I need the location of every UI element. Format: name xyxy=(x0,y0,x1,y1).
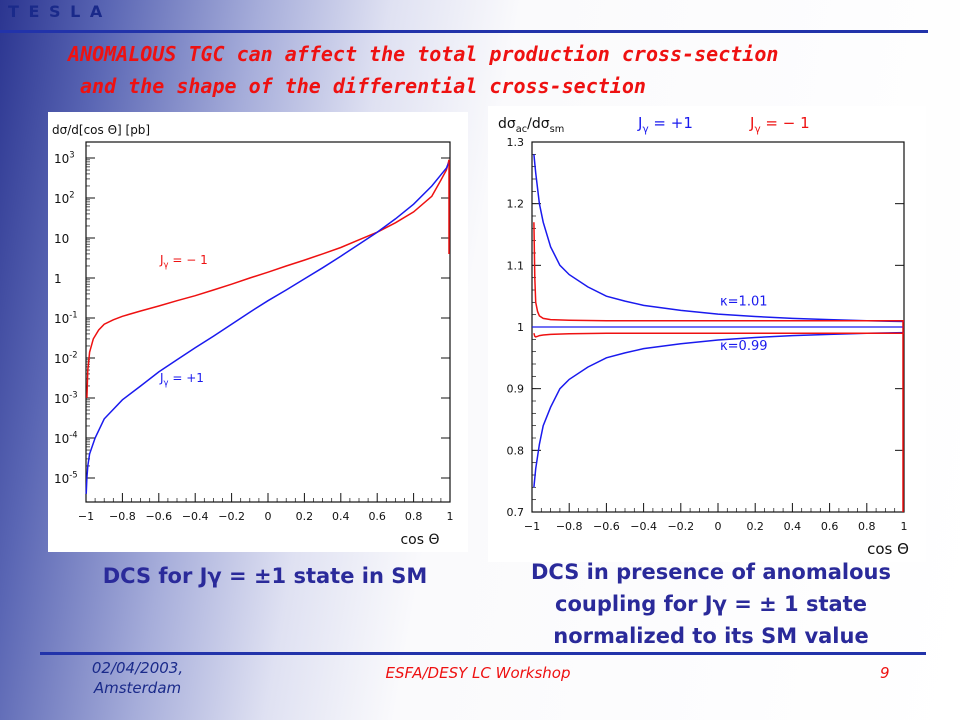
left-x-tick-label: 0.8 xyxy=(405,510,423,523)
right-series-line-0 xyxy=(533,154,905,323)
right-x-tick-label: 0.2 xyxy=(746,520,764,533)
left-annotation-jminus: Jγ = − 1 xyxy=(159,253,208,270)
right-y-tick-label: 1.3 xyxy=(507,136,525,149)
bottom-rule xyxy=(40,652,926,655)
page-number: 9 xyxy=(880,664,890,682)
left-y-tick-label: 10-5 xyxy=(54,470,78,486)
left-x-tick-label: 0.6 xyxy=(368,510,386,523)
right-series-line-2 xyxy=(533,222,904,322)
right-y-tick-label: 0.9 xyxy=(507,383,525,396)
left-x-tick-label: −1 xyxy=(78,510,94,523)
right-x-tick-label: 0.4 xyxy=(784,520,802,533)
right-y-tick-label: 1.2 xyxy=(507,198,525,211)
left-chart-panel: 10-5 10-4 10-3 10-2 10-1 1 10 102 103 −1 −0.8 −0.6−… xyxy=(48,112,468,552)
slide-title-line1: ANOMALOUS TGC can affect the total produ… xyxy=(68,42,779,66)
right-x-tick-label: 1 xyxy=(901,520,908,533)
left-x-tick-label: −0.8 xyxy=(109,510,136,523)
footer-date-line1: 02/04/2003, xyxy=(91,659,184,677)
left-x-tick-label: −0.6 xyxy=(145,510,172,523)
right-x-tick-label: 0.8 xyxy=(858,520,876,533)
right-y-axis-label: dσac/dσsm xyxy=(498,116,564,135)
left-y-tick-label: 10 xyxy=(54,232,69,246)
left-series-line-1 xyxy=(85,161,450,494)
right-series-line-3 xyxy=(533,332,904,338)
left-x-tick-label: 0.4 xyxy=(332,510,350,523)
right-chart: 0.7 0.8 0.9 1 1.1 1.2 1.3 −1 −0.8 −0.6 −0.4 −0.2 0 0.… xyxy=(498,114,909,558)
left-y-axis-label: dσ/d[cos Θ] [pb] xyxy=(52,123,150,137)
left-y-tick-label: 1 xyxy=(54,272,62,286)
right-x-tick-label: −1 xyxy=(524,520,540,533)
right-x-tick-label: 0.6 xyxy=(821,520,839,533)
right-y-tick-label: 1 xyxy=(517,321,524,334)
left-x-tick-label: 1 xyxy=(447,510,454,523)
left-annotation-jplus: Jγ = +1 xyxy=(159,371,204,388)
right-legend-jplus: Jγ = +1 xyxy=(637,114,693,136)
left-series-line-0 xyxy=(86,159,450,399)
brand-label: T E S L A xyxy=(8,2,105,21)
right-chart-panel: 0.7 0.8 0.9 1 1.1 1.2 1.3 −1 −0.8 −0.6 −0.4 −0.2 0 0.… xyxy=(488,106,926,562)
right-x-tick-label: −0.2 xyxy=(667,520,694,533)
footer-date-line2: Amsterdam xyxy=(93,679,182,697)
right-x-tick-label: 0 xyxy=(715,520,722,533)
right-caption-line2: coupling for Jγ = ± 1 state xyxy=(555,592,867,616)
right-x-tick-label: −0.4 xyxy=(630,520,657,533)
footer-workshop: ESFA/DESY LC Workshop xyxy=(385,664,571,682)
slide-title-line2: and the shape of the differential cross-… xyxy=(80,74,646,98)
right-annotation-kappa-low: κ=0.99 xyxy=(720,339,768,354)
left-x-tick-label: −0.4 xyxy=(182,510,209,523)
left-x-axis-label: cos Θ xyxy=(400,532,439,548)
left-x-tick-label: 0 xyxy=(265,510,272,523)
right-y-tick-label: 1.1 xyxy=(507,259,525,272)
right-caption-line3: normalized to its SM value xyxy=(553,624,869,648)
right-annotation-kappa-high: κ=1.01 xyxy=(720,294,768,309)
left-y-tick-label: 10-4 xyxy=(54,430,78,446)
right-caption-line1: DCS in presence of anomalous xyxy=(530,560,891,584)
top-rule xyxy=(0,30,928,33)
right-x-tick-label: −0.8 xyxy=(556,520,583,533)
right-x-axis-label: cos Θ xyxy=(867,540,909,558)
left-y-tick-label: 10-3 xyxy=(54,390,78,406)
footer-date: 02/04/2003, Amsterdam xyxy=(70,658,205,698)
left-caption: DCS for Jγ = ±1 state in SM xyxy=(102,564,428,588)
right-y-tick-label: 0.7 xyxy=(507,506,525,519)
right-legend-jminus: Jγ = − 1 xyxy=(749,114,810,136)
right-series-line-1 xyxy=(533,331,905,488)
right-y-tick-label: 0.8 xyxy=(507,444,525,457)
left-x-tick-label: 0.2 xyxy=(296,510,314,523)
left-y-tick-label: 103 xyxy=(54,150,75,166)
left-y-tick-label: 10-1 xyxy=(54,310,78,326)
left-y-tick-label: 102 xyxy=(54,190,75,206)
left-plot-frame xyxy=(85,141,451,503)
left-x-tick-label: −0.2 xyxy=(218,510,245,523)
left-y-tick-label: 10-2 xyxy=(54,350,78,366)
right-x-tick-label: −0.6 xyxy=(593,520,620,533)
